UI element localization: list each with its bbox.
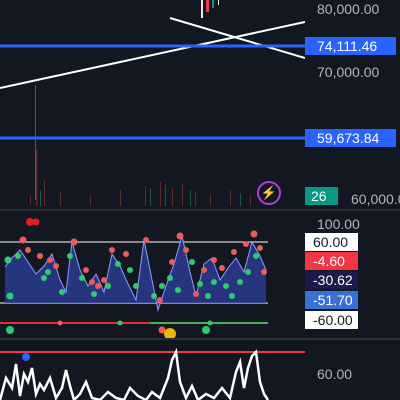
oscillator-tag-lower-band: -60.00 xyxy=(305,311,358,329)
oscillator-chart[interactable] xyxy=(0,210,305,338)
volume-bars xyxy=(30,150,251,206)
oscillator-fill xyxy=(5,236,266,310)
price-label-70000: 70,000.00 xyxy=(317,64,380,80)
lower-indicator-axis[interactable]: 60.00 xyxy=(305,338,400,400)
signal-dots-green xyxy=(4,253,259,300)
pane-divider-lower[interactable] xyxy=(0,338,400,340)
oscillator-tag-red: -4.60 xyxy=(305,252,358,270)
lower-indicator-label: 60.00 xyxy=(317,366,353,382)
oscillator-label-100: 100.00 xyxy=(317,216,360,232)
threshold-dots xyxy=(6,320,213,338)
level-tag-upper[interactable]: 74,111.46 xyxy=(305,37,396,55)
oscillator-axis[interactable]: 100.00 60.00 -4.60 -30.62 -51.70 -60.00 xyxy=(305,210,400,338)
indicator-line xyxy=(0,347,270,400)
price-axis[interactable]: 80,000.00 74,111.46 70,000.00 59,673.84 … xyxy=(305,0,400,210)
lower-indicator-pane[interactable]: 60.00 xyxy=(0,338,400,400)
oscillator-tag-upper-band: 60.00 xyxy=(305,233,358,251)
trendline-falling[interactable] xyxy=(169,17,305,59)
price-label-80000: 80,000.00 xyxy=(317,1,380,17)
pane-divider[interactable] xyxy=(0,209,400,211)
price-spike xyxy=(35,85,36,200)
oscillator-tag-navy: -30.62 xyxy=(305,271,358,289)
alert-lightning-icon[interactable]: ⚡ xyxy=(257,181,281,205)
price-label-60000: 60,000.00 xyxy=(351,191,400,207)
lower-indicator-chart[interactable] xyxy=(0,338,305,400)
marker-dot xyxy=(22,353,30,361)
indicator-value-tag: 26 xyxy=(305,187,338,205)
volume-bars-green xyxy=(40,185,241,206)
oscillator-tag-blue: -51.70 xyxy=(305,291,358,309)
price-chart[interactable] xyxy=(0,0,305,210)
trendline-rising[interactable] xyxy=(0,21,305,89)
main-price-pane[interactable]: ⚡ 80,000.00 74,111.46 70,000.00 59,673.8… xyxy=(0,0,400,210)
oscillator-pane[interactable]: 100.00 60.00 -4.60 -30.62 -51.70 -60.00 xyxy=(0,210,400,338)
candles xyxy=(201,0,219,18)
level-tag-lower[interactable]: 59,673.84 xyxy=(305,129,396,147)
signal-dots-red xyxy=(19,218,267,303)
